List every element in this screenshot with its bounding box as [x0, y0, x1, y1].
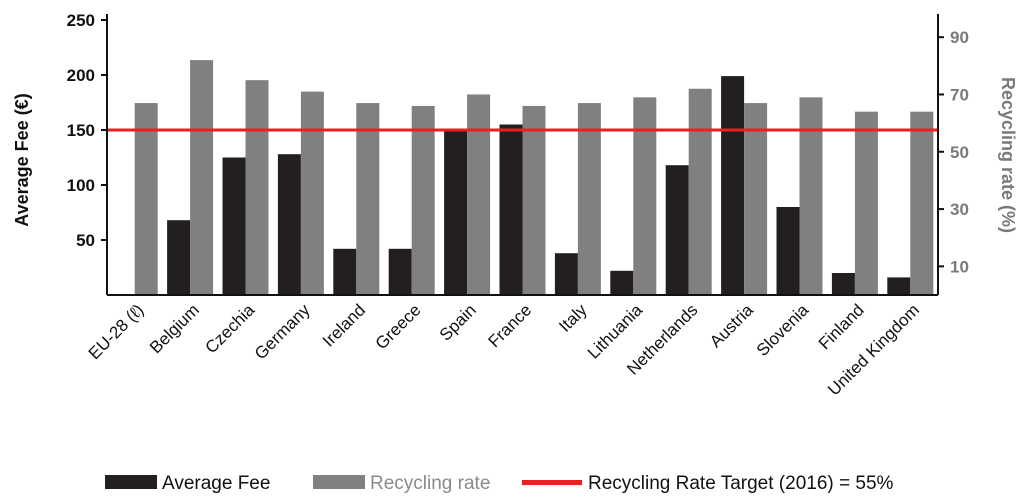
- y-left-tick-label: 200: [67, 66, 95, 85]
- y-left-tick-label: 250: [67, 11, 95, 30]
- legend-label-fee: Average Fee: [162, 473, 270, 494]
- bars-group: [134, 60, 934, 296]
- x-category-label: Spain: [436, 300, 480, 344]
- x-category-label: Austria: [706, 300, 757, 351]
- bar-recycling-rate: [577, 103, 601, 296]
- bar-recycling-rate: [356, 103, 380, 296]
- legend-label-rate: Recycling rate: [370, 473, 490, 494]
- bar-average-fee: [610, 270, 634, 295]
- y-right-tick-label: 30: [950, 200, 969, 219]
- bar-average-fee: [665, 165, 689, 295]
- bar-recycling-rate: [799, 97, 823, 295]
- legend-swatch-target: [522, 480, 582, 485]
- bar-recycling-rate: [190, 60, 214, 295]
- bar-average-fee: [831, 273, 855, 295]
- x-category-label: Belgium: [146, 300, 203, 357]
- bar-average-fee: [554, 253, 578, 295]
- y-axis-right-title: Recycling rate (%): [998, 77, 1018, 233]
- y-left-tick-label: 100: [67, 176, 95, 195]
- legend-swatch-rate: [313, 475, 365, 489]
- bar-recycling-rate: [910, 111, 934, 296]
- bar-recycling-rate: [522, 105, 546, 295]
- bar-average-fee: [277, 154, 301, 295]
- legend: Average Fee Recycling rate Recycling Rat…: [105, 473, 894, 494]
- legend-swatch-fee: [105, 475, 157, 489]
- y-left-tick-label: 50: [76, 231, 95, 250]
- bar-recycling-rate: [134, 103, 158, 296]
- x-category-label: Ireland: [319, 300, 369, 350]
- bar-average-fee: [499, 124, 523, 295]
- bar-average-fee: [388, 248, 412, 295]
- bar-recycling-rate: [688, 88, 712, 295]
- bar-average-fee: [721, 76, 745, 295]
- bar-average-fee: [222, 157, 246, 295]
- bar-average-fee: [776, 207, 800, 295]
- bar-average-fee: [444, 128, 468, 295]
- x-category-label: Greece: [372, 300, 425, 353]
- bar-recycling-rate: [467, 94, 491, 296]
- x-category-label: Czechia: [201, 300, 258, 357]
- bar-recycling-rate: [300, 91, 324, 295]
- y-right-tick-label: 10: [950, 257, 969, 276]
- y-right-tick-label: 90: [950, 28, 969, 47]
- y-right-tick-label: 70: [950, 85, 969, 104]
- bar-recycling-rate: [854, 111, 878, 296]
- bar-average-fee: [167, 220, 191, 295]
- bar-recycling-rate: [633, 97, 657, 295]
- y-left-tick-label: 150: [67, 121, 95, 140]
- bar-recycling-rate: [744, 103, 768, 296]
- y-right-tick-label: 50: [950, 143, 969, 162]
- y-axis-left-title: Average Fee (€): [12, 93, 32, 226]
- axes-group: [106, 14, 939, 296]
- x-category-label: Italy: [555, 300, 591, 336]
- x-category-label: Finland: [815, 300, 868, 353]
- legend-label-target: Recycling Rate Target (2016) = 55%: [588, 473, 894, 494]
- x-category-label: France: [484, 300, 535, 351]
- bar-average-fee: [333, 248, 357, 295]
- bar-recycling-rate: [245, 80, 269, 295]
- bar-average-fee: [887, 277, 911, 295]
- x-category-label: Germany: [251, 300, 314, 363]
- bar-recycling-rate: [411, 105, 435, 295]
- x-category-label: EU-28 (ℓ): [85, 300, 148, 363]
- ticks-group: 50 100 150 200 250 10 30 50 70 90: [67, 11, 969, 276]
- x-category-label: Slovenia: [753, 300, 813, 360]
